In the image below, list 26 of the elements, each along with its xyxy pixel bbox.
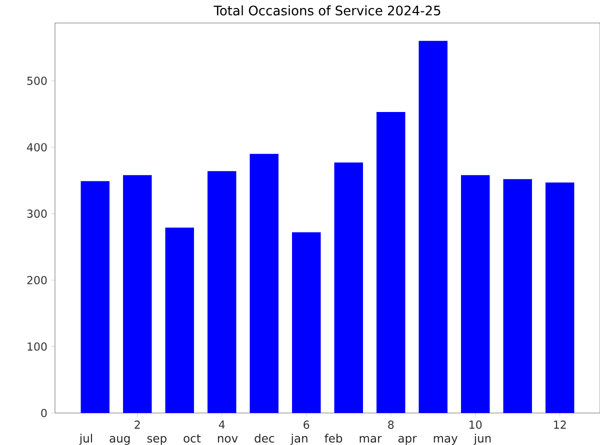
- bar: [250, 154, 278, 413]
- bar: [292, 232, 321, 413]
- x-tick-label: 8: [388, 420, 394, 429]
- bar: [546, 182, 574, 413]
- bar: [334, 162, 363, 413]
- y-tick-label: 500: [27, 76, 47, 85]
- bar: [503, 179, 532, 413]
- bar: [418, 40, 448, 413]
- chart-title: Total Occasions of Service 2024-25: [214, 5, 440, 16]
- bar: [376, 112, 406, 413]
- y-tick-label: 0: [41, 408, 47, 418]
- bar: [208, 171, 236, 413]
- x-tick-label: 6: [304, 420, 310, 429]
- bar: [123, 175, 152, 413]
- y-tick-label: 200: [27, 276, 47, 284]
- bar: [461, 175, 490, 413]
- y-tick-label: 400: [27, 143, 47, 152]
- x-tick-label: 2: [134, 420, 140, 429]
- x-tick-label: 10: [470, 420, 482, 429]
- bar: [80, 181, 110, 413]
- bar: [165, 228, 194, 413]
- x-axis-title: jul aug sep oct nov dec jan feb mar apr may jun: [79, 434, 491, 445]
- y-tick-label: 300: [27, 210, 47, 218]
- x-tick-label: 4: [218, 420, 225, 429]
- x-tick-label: 12: [554, 420, 566, 429]
- y-tick-label: 100: [28, 342, 47, 351]
